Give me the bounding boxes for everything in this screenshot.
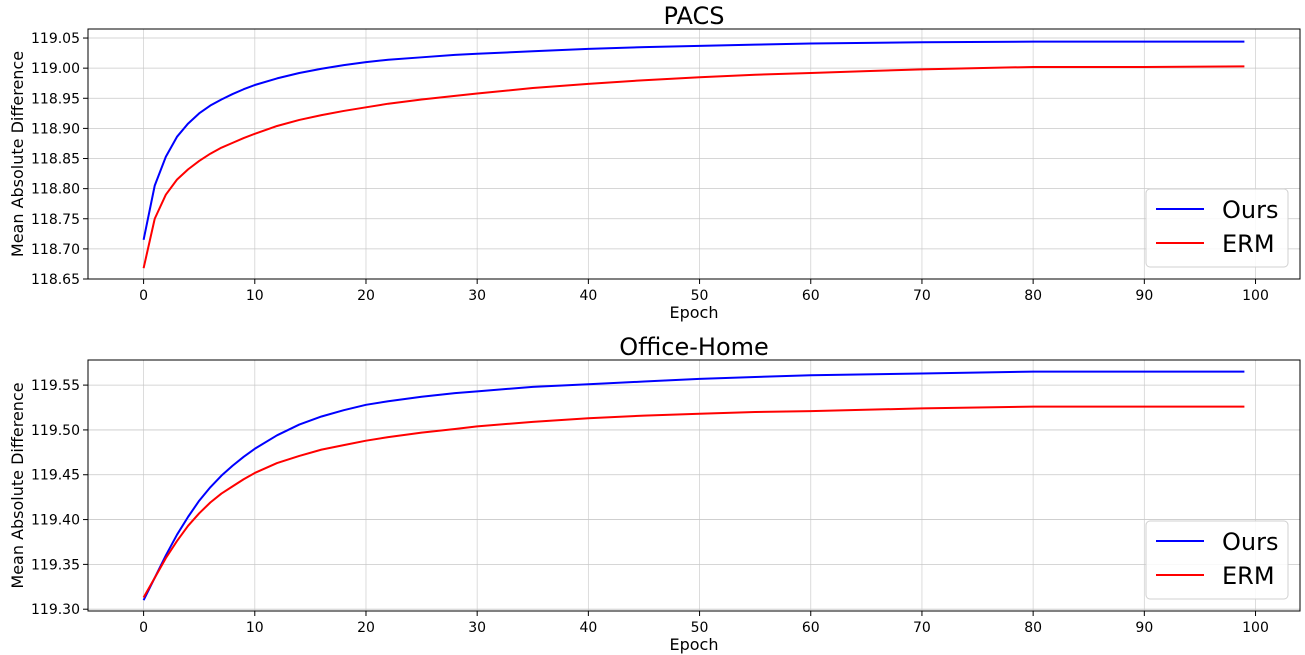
y-tick-label: 119.45 xyxy=(31,468,80,484)
x-tick-label: 50 xyxy=(691,288,709,304)
legend-label-erm: ERM xyxy=(1222,230,1275,258)
plot-area-frame xyxy=(87,359,1301,612)
x-tick-label: 60 xyxy=(802,288,820,304)
x-tick-label: 0 xyxy=(139,620,148,636)
legend-label-erm: ERM xyxy=(1222,562,1275,590)
x-tick-label: 70 xyxy=(913,620,931,636)
x-tick-label: 50 xyxy=(691,620,709,636)
y-tick-label: 118.75 xyxy=(31,212,80,228)
y-tick-label: 119.55 xyxy=(31,378,80,394)
x-tick-label: 30 xyxy=(468,620,486,636)
x-tick-label: 100 xyxy=(1242,620,1269,636)
y-tick-label: 119.00 xyxy=(31,61,80,77)
x-axis-label: Epoch xyxy=(670,635,719,654)
x-tick-label: 80 xyxy=(1024,620,1042,636)
x-tick-label: 80 xyxy=(1024,288,1042,304)
series-line-ours xyxy=(142,40,1245,241)
y-tick-label: 118.90 xyxy=(31,121,80,137)
x-tick-label: 60 xyxy=(802,620,820,636)
x-tick-label: 10 xyxy=(246,288,264,304)
x-tick-label: 0 xyxy=(139,288,148,304)
x-tick-label: 100 xyxy=(1242,288,1269,304)
y-tick-label: 119.05 xyxy=(31,31,80,47)
y-tick-label: 119.50 xyxy=(31,423,80,439)
x-tick-label: 20 xyxy=(357,288,375,304)
x-tick-label: 40 xyxy=(579,620,597,636)
y-tick-label: 118.65 xyxy=(31,272,80,288)
y-tick-label: 119.40 xyxy=(31,513,80,529)
x-tick-label: 90 xyxy=(1135,288,1153,304)
x-tick-label: 10 xyxy=(246,620,264,636)
x-tick-label: 20 xyxy=(357,620,375,636)
y-tick-label: 118.95 xyxy=(31,91,80,107)
series-line-erm xyxy=(142,65,1245,269)
y-tick-label: 118.85 xyxy=(31,152,80,168)
y-axis-label: Mean Absolute Difference xyxy=(8,382,27,588)
y-tick-label: 119.35 xyxy=(31,557,80,573)
plot-area-frame xyxy=(87,28,1301,280)
y-tick-label: 118.80 xyxy=(31,182,80,198)
x-tick-label: 40 xyxy=(579,288,597,304)
chart-title: PACS xyxy=(664,2,725,30)
y-tick-label: 118.70 xyxy=(31,242,80,258)
x-tick-label: 70 xyxy=(913,288,931,304)
series-line-erm xyxy=(142,405,1245,599)
series-line-ours xyxy=(142,370,1245,601)
y-axis-label: Mean Absolute Difference xyxy=(8,51,27,257)
y-tick-label: 119.30 xyxy=(31,602,80,618)
legend-label-ours: Ours xyxy=(1222,196,1278,224)
x-tick-label: 90 xyxy=(1135,620,1153,636)
x-tick-label: 30 xyxy=(468,288,486,304)
x-axis-label: Epoch xyxy=(670,303,719,322)
legend-label-ours: Ours xyxy=(1222,528,1278,556)
chart-title: Office-Home xyxy=(619,333,769,361)
